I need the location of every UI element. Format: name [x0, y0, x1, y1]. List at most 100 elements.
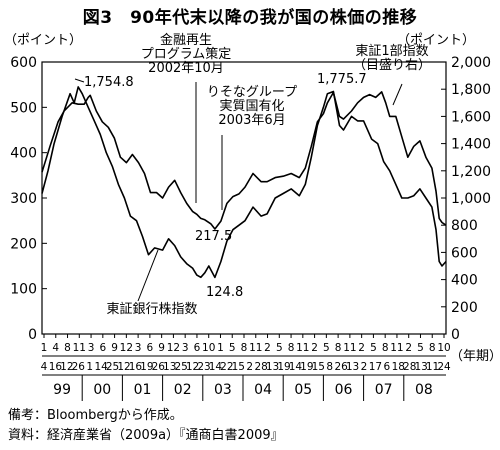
x-day-label: 13 [163, 361, 176, 373]
x-month-label: 5 [370, 342, 377, 354]
x-month-label: 2 [358, 342, 365, 354]
x-year-label: 02 [174, 382, 192, 398]
x-day-label: 17 [369, 361, 382, 373]
x-day-label: 12 [60, 361, 73, 373]
right-tick-label: 2,000 [451, 55, 491, 71]
x-day-label: 22 [220, 361, 233, 373]
x-day-label: 8 [326, 361, 333, 373]
x-day-label: 14 [209, 361, 223, 373]
x-month-label: 5 [229, 342, 236, 354]
x-year-label: 99 [53, 382, 71, 398]
x-day-label: 2 [361, 361, 368, 373]
x-month-label: 10 [437, 342, 450, 354]
series-line-bank [41, 86, 447, 279]
x-month-label: 8 [288, 342, 295, 354]
left-tick-label: 300 [10, 191, 37, 207]
annotation-resona: 2003年6月 [218, 113, 285, 128]
x-month-label: 12 [120, 342, 133, 354]
x-month-label: 4 [52, 342, 59, 354]
x-day-label: 28 [254, 361, 267, 373]
x-day-label: 15 [312, 361, 325, 373]
x-month-label: 3 [182, 342, 189, 354]
x-day-label: 26 [152, 361, 166, 373]
x-month-label: 12 [167, 342, 180, 354]
right-tick-label: 800 [451, 218, 478, 234]
annotation-resona: りそなグループ [207, 85, 297, 100]
x-day-label: 19 [140, 361, 153, 373]
leader-topix [392, 83, 403, 106]
x-day-label: 2 [246, 361, 253, 373]
right-tick-label: 400 [451, 273, 478, 289]
x-day-label: 19 [277, 361, 290, 373]
x-year-label: 06 [335, 382, 353, 398]
left-tick-label: 500 [10, 100, 37, 116]
annotation-peak-2006: 1,775.7 [317, 72, 367, 87]
x-day-label: 14 [94, 361, 108, 373]
x-year-label: 00 [93, 382, 111, 398]
x-day-label: 28 [403, 361, 416, 373]
right-tick-label: 1,600 [451, 109, 491, 125]
series-label-topix: （目盛り右） [353, 58, 431, 73]
x-month-label: 9 [111, 342, 118, 354]
x-month-label: 11 [343, 342, 356, 354]
left-tick-label: 600 [10, 55, 37, 71]
x-month-label: 6 [194, 342, 201, 354]
series-label-topix: 東証1部指数 [355, 43, 428, 59]
x-day-label: 19 [300, 361, 313, 373]
x-day-label: 13 [346, 361, 359, 373]
x-day-label: 12 [186, 361, 199, 373]
x-year-label: 08 [415, 382, 433, 398]
x-month-label: 5 [323, 342, 330, 354]
x-year-label: 04 [254, 382, 272, 398]
x-month-label: 8 [64, 342, 71, 354]
x-month-label: 9 [158, 342, 165, 354]
x-day-label: 26 [334, 361, 348, 373]
x-month-label: 2 [311, 342, 318, 354]
x-axis-unit-label: （年期） [450, 349, 500, 364]
x-month-label: 11 [73, 342, 86, 354]
right-tick-label: 0 [451, 327, 460, 343]
x-day-label: 16 [49, 361, 63, 373]
annotation-low-bank-2003: 124.8 [206, 285, 243, 300]
x-year-label: 05 [294, 382, 312, 398]
x-month-label: 1 [217, 342, 224, 354]
series-label-bank: 東証銀行株指数 [106, 301, 197, 317]
right-tick-label: 1,400 [451, 137, 491, 153]
annotation-resona: 実質国有化 [219, 98, 284, 114]
left-tick-label: 100 [10, 282, 37, 298]
x-day-label: 11 [426, 361, 439, 373]
x-month-label: 1 [41, 342, 48, 354]
x-day-label: 6 [384, 361, 391, 373]
right-tick-label: 1,200 [451, 164, 491, 180]
right-tick-label: 1,800 [451, 82, 491, 98]
annotation-peak-2000: 1,754.8 [84, 75, 134, 90]
series-line-topix [41, 91, 447, 230]
x-month-label: 11 [249, 342, 262, 354]
x-day-label: 25 [106, 361, 119, 373]
x-month-label: 8 [335, 342, 342, 354]
left-axis-label: （ポイント） [4, 33, 82, 48]
x-month-label: 3 [135, 342, 142, 354]
right-tick-label: 1,000 [451, 191, 491, 207]
x-day-label: 1 [86, 361, 93, 373]
left-tick-label: 400 [10, 146, 37, 162]
x-day-label: 14 [289, 361, 303, 373]
annotation-low-topix-2003: 217.5 [195, 229, 232, 244]
x-day-label: 4 [41, 361, 48, 373]
annotation-program: 2002年10月 [148, 61, 224, 76]
figure-note: 備考：Bloombergから作成。 [8, 408, 183, 423]
x-month-label: 5 [276, 342, 283, 354]
x-day-label: 15 [232, 361, 245, 373]
right-axis-label: （ポイント） [397, 33, 475, 48]
left-tick-label: 0 [28, 327, 37, 343]
x-month-label: 2 [405, 342, 412, 354]
x-month-label: 3 [88, 342, 95, 354]
right-tick-label: 600 [451, 245, 478, 261]
annotation-program: 金融再生 [160, 32, 212, 48]
x-month-label: 6 [147, 342, 154, 354]
x-day-label: 18 [392, 361, 405, 373]
x-year-label: 03 [214, 382, 232, 398]
x-day-label: 16 [129, 361, 143, 373]
